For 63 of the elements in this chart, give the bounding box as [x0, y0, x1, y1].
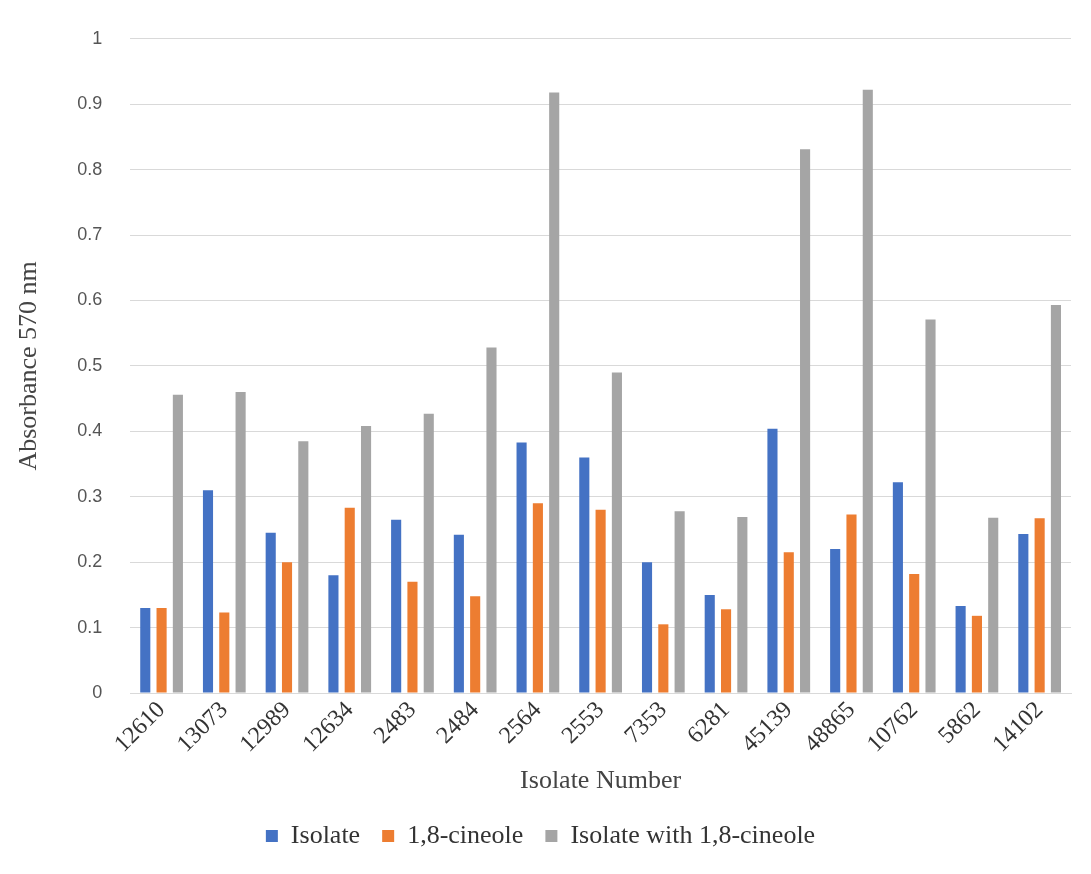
bar — [298, 441, 309, 693]
x-tick-label: 7353 — [618, 695, 672, 749]
bar — [470, 596, 481, 693]
y-tick-label: 0.4 — [77, 420, 103, 441]
bar — [720, 609, 732, 693]
y-tick-label: 1 — [92, 27, 103, 48]
legend-label: Isolate — [290, 819, 361, 849]
bar — [156, 607, 167, 693]
bar — [360, 426, 372, 693]
bar — [549, 92, 560, 693]
bar — [486, 347, 497, 693]
bar — [391, 519, 402, 693]
bar — [641, 562, 653, 693]
bar — [988, 517, 999, 693]
bar — [955, 606, 966, 693]
bar — [704, 594, 715, 693]
x-tick-label: 6281 — [681, 695, 735, 749]
bar — [532, 503, 543, 693]
bar — [235, 392, 246, 693]
y-tick-label: 0.7 — [77, 224, 103, 245]
y-tick-label: 0 — [92, 681, 103, 702]
bar — [862, 89, 873, 693]
bar — [202, 490, 214, 693]
bar — [767, 428, 778, 693]
bar — [281, 562, 293, 693]
bar — [453, 534, 464, 693]
bar — [265, 532, 276, 693]
bar — [344, 507, 355, 693]
bar — [611, 372, 622, 693]
bar — [674, 511, 685, 693]
bar — [800, 149, 811, 693]
y-tick-label: 0.3 — [77, 485, 103, 506]
bar — [172, 394, 183, 693]
bar — [579, 457, 590, 693]
bar — [140, 607, 151, 693]
bar — [658, 624, 669, 693]
bar — [595, 509, 606, 693]
bar — [830, 549, 841, 693]
bar — [846, 514, 857, 693]
y-tick-label: 0.9 — [77, 93, 103, 114]
legend-label: 1,8-cineole — [407, 819, 524, 849]
bar — [407, 581, 418, 693]
y-tick-label: 0.5 — [77, 354, 103, 375]
bar — [516, 442, 527, 693]
bar — [1034, 518, 1045, 693]
bar — [423, 413, 434, 693]
y-tick-label: 0.6 — [77, 289, 103, 310]
bar — [737, 517, 748, 693]
y-axis-title: Absorbance 570 nm — [13, 261, 43, 471]
bar — [783, 552, 794, 693]
bar — [1050, 305, 1061, 693]
bar — [219, 612, 230, 693]
bar — [971, 615, 982, 693]
x-axis-title: Isolate Number — [520, 765, 682, 795]
bar — [328, 575, 339, 693]
y-tick-label: 0.1 — [77, 616, 103, 637]
bar — [892, 482, 903, 693]
bar — [909, 573, 920, 693]
bar — [1018, 534, 1029, 693]
y-tick-label: 0.8 — [77, 158, 103, 179]
legend-label: Isolate with 1,8-cineole — [570, 819, 816, 849]
bar — [925, 319, 936, 693]
y-tick-label: 0.2 — [77, 551, 103, 572]
